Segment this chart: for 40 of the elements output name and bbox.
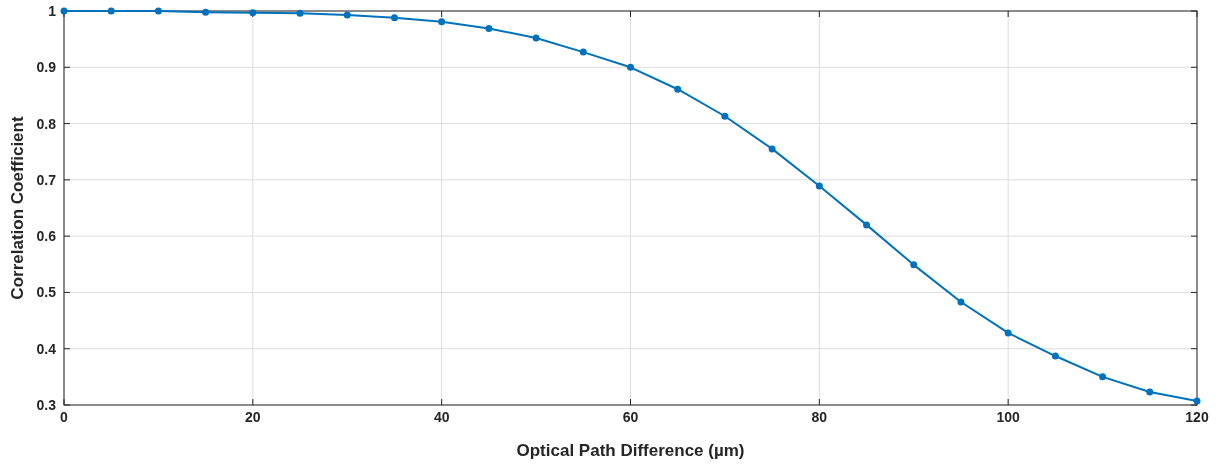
point	[107, 7, 115, 15]
point	[532, 34, 540, 42]
point	[202, 8, 210, 16]
line-series	[60, 7, 1201, 405]
y-tick-label: 0.4	[36, 340, 57, 357]
point	[768, 145, 776, 153]
point	[1146, 388, 1154, 396]
x-tick-label: 60	[622, 409, 639, 425]
point	[579, 48, 587, 56]
x-tick-label: 80	[811, 409, 828, 425]
point	[1004, 329, 1012, 337]
y-tick-label: 0.9	[36, 59, 57, 76]
x-tick-label: 120	[1185, 409, 1209, 425]
point	[1099, 373, 1107, 381]
point	[1051, 352, 1059, 360]
point	[721, 112, 729, 120]
point	[154, 7, 162, 15]
y-tick-label: 0.6	[36, 228, 57, 245]
point	[343, 11, 351, 19]
point	[390, 14, 398, 22]
x-axis-title: Optical Path Difference (µm)	[516, 441, 745, 460]
x-tick-label: 40	[433, 409, 450, 425]
point	[485, 24, 493, 32]
y-tick-label: 0.3	[36, 397, 57, 413]
x-tick-label: 100	[996, 409, 1021, 425]
y-axis-title: Correlation Coefficient	[8, 116, 27, 300]
point	[815, 182, 823, 190]
x-tick-label: 20	[245, 409, 261, 425]
point	[438, 18, 446, 26]
point	[674, 85, 682, 93]
y-tick-label: 0.8	[36, 115, 57, 132]
y-tick-label: 0.7	[36, 171, 57, 188]
point	[627, 63, 634, 71]
point	[863, 221, 871, 229]
point	[957, 298, 965, 306]
point	[296, 9, 304, 17]
point	[910, 261, 918, 269]
x-tick-label: 0	[60, 409, 69, 425]
y-tick-label: 0.5	[36, 284, 57, 301]
y-tick-label: 1	[48, 3, 57, 19]
